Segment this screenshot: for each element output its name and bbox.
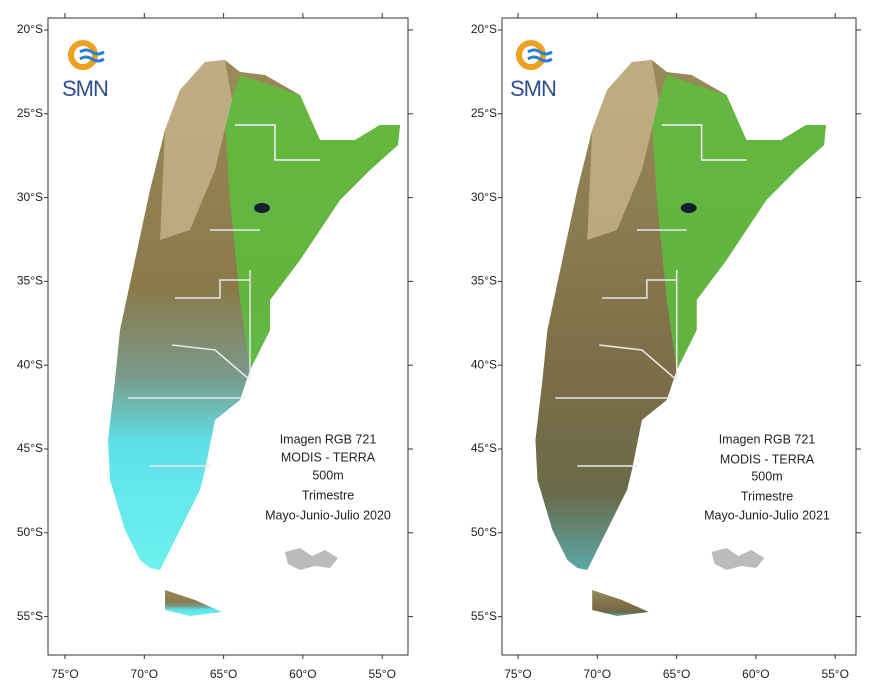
province-borders [128, 124, 320, 467]
longitude-label: 75°O [51, 667, 78, 681]
latitude-label: 50°S [471, 525, 497, 539]
caption-line: Trimestre [302, 488, 354, 502]
latitude-label: 35°S [471, 274, 497, 288]
longitude-label: 55°O [821, 667, 848, 681]
latitude-label: 25°S [471, 106, 497, 120]
satellite-map [535, 60, 826, 616]
latitude-label: 40°S [17, 357, 43, 371]
longitude-label: 65°O [663, 667, 690, 681]
caption-line: Mayo-Junio-Julio 2021 [704, 508, 830, 522]
vegetation-northeast [225, 75, 400, 370]
logo-text: SMN [62, 76, 108, 101]
longitude-label: 65°O [210, 667, 237, 681]
andes-relief [587, 60, 659, 240]
latitude-label: 45°S [471, 441, 497, 455]
logo-text: SMN [510, 76, 556, 101]
caption-line: 500m [751, 469, 782, 483]
caption-line: Trimestre [741, 489, 793, 503]
satellite-map [108, 60, 400, 616]
longitude-label: 60°O [289, 667, 316, 681]
mar-chiquita-lake [254, 203, 270, 213]
latitude-label: 40°S [471, 357, 497, 371]
smn-logo: SMN [510, 40, 557, 101]
longitude-label: 70°O [131, 667, 158, 681]
province-borders [555, 124, 747, 467]
latitude-label: 25°S [17, 106, 43, 120]
map-panel: 20°S 25°S 30°S 35°S 40°S 45°S 50°S 55°S 75°O 70°O… [17, 13, 413, 681]
vegetation-northeast [651, 75, 826, 370]
mar-chiquita-lake [680, 203, 697, 213]
latitude-label: 50°S [17, 525, 43, 539]
caption-line: Mayo-Junio-Julio 2020 [265, 508, 391, 522]
caption-line: 500m [312, 468, 343, 482]
logo-waves [79, 48, 105, 63]
caption-line: MODIS - TERRA [720, 452, 815, 466]
smn-logo: SMN [62, 40, 109, 101]
latitude-label: 35°S [17, 274, 43, 288]
latitude-label: 30°S [17, 190, 43, 204]
falkland-islands [711, 548, 765, 570]
caption-line: MODIS - TERRA [281, 450, 376, 464]
panels: 20°S 25°S 30°S 35°S 40°S 45°S 50°S 55°S 75°O 70°O… [17, 13, 861, 681]
latitude-label: 20°S [17, 22, 43, 36]
longitude-label: 70°O [584, 667, 611, 681]
latitude-label: 45°S [17, 441, 43, 455]
logo-waves [527, 48, 553, 63]
map-panel: 20°S 25°S 30°S 35°S 40°S 45°S 50°S 55°S 75°O 70°O… [471, 13, 861, 681]
caption-line: Imagen RGB 721 [719, 432, 816, 446]
longitude-label: 60°O [742, 667, 769, 681]
caption-line: Imagen RGB 721 [280, 432, 377, 446]
latitude-label: 55°S [17, 609, 43, 623]
andes-relief [160, 60, 232, 240]
longitude-label: 75°O [504, 667, 531, 681]
falkland-islands [285, 548, 338, 570]
latitude-label: 30°S [471, 190, 497, 204]
latitude-label: 55°S [471, 609, 497, 623]
latitude-label: 20°S [471, 22, 497, 36]
longitude-label: 55°O [368, 667, 395, 681]
